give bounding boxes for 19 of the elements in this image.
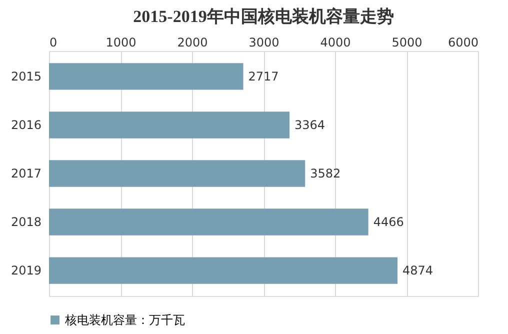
y-tick-label: 2019 <box>10 264 42 278</box>
y-tick-label: 2018 <box>10 215 42 230</box>
y-tick-label: 2017 <box>10 166 42 180</box>
x-tick-label: 2000 <box>177 36 208 50</box>
x-tick-label: 5000 <box>392 36 422 50</box>
x-tick-label: 3000 <box>248 36 280 50</box>
x-tick-label: 4000 <box>320 36 351 50</box>
x-tick-label: 1000 <box>106 36 136 50</box>
chart-title: 2015-2019年中国核电装机容量走势 <box>133 7 394 26</box>
x-tick-label: 6000 <box>448 36 478 50</box>
data-label: 2717 <box>248 69 279 84</box>
y-tick-label: 2016 <box>10 118 42 132</box>
data-label: 4874 <box>402 264 434 278</box>
data-label: 3582 <box>310 166 341 180</box>
x-tick-label: 0 <box>50 36 58 50</box>
y-tick-label: 2015 <box>10 69 42 84</box>
legend-label: 核电装机容量：万千瓦 <box>64 313 185 327</box>
data-label: 4466 <box>373 215 404 230</box>
data-label: 3364 <box>294 118 326 132</box>
